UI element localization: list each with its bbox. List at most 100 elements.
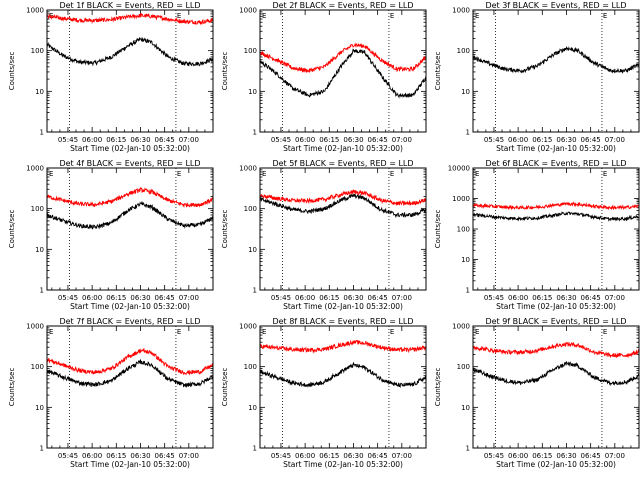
x-tick-label: 05:45 — [58, 452, 78, 460]
x-tick-label: 06:00 — [508, 136, 528, 144]
x-tick-label: 06:45 — [155, 452, 175, 460]
panel-det-5f: Det 5f BLACK = Events, RED = LLD Counts/s… — [221, 159, 427, 311]
start-marker-label: E — [475, 12, 479, 20]
x-tick-label: 06:15 — [319, 136, 339, 144]
y-tick-label: 100 — [457, 226, 470, 234]
series-line-events — [46, 358, 214, 388]
x-axis-label: Start Time (02-Jan-10 05:32:00) — [496, 144, 616, 153]
series-line-events — [259, 48, 427, 99]
x-tick-label: 06:15 — [106, 136, 126, 144]
x-tick-label: 06:00 — [508, 294, 528, 302]
y-tick-label: 10 — [248, 404, 257, 412]
series-line-events — [472, 211, 640, 222]
x-tick-label: 06:00 — [295, 294, 315, 302]
x-tick-label: 06:15 — [106, 294, 126, 302]
x-tick-label: 06:00 — [82, 136, 102, 144]
y-axis-label: Counts/sec — [221, 368, 229, 407]
plot-frame — [472, 9, 640, 133]
x-tick-label: 06:30 — [556, 452, 576, 460]
y-tick-label: 100 — [457, 47, 470, 55]
x-tick-label: 07:00 — [392, 136, 412, 144]
end-marker-label: E — [603, 12, 607, 20]
x-tick-label: 06:45 — [581, 136, 601, 144]
y-tick-label: 10 — [35, 88, 44, 96]
y-tick-label: 100 — [244, 363, 257, 371]
y-tick-label: 10 — [461, 88, 470, 96]
y-tick-label: 100 — [31, 205, 44, 213]
plot-frame — [46, 167, 214, 291]
end-marker-label: E — [603, 328, 607, 336]
x-tick-label: 05:45 — [58, 294, 78, 302]
start-marker-label: E — [49, 12, 53, 20]
panel-det-6f: Det 6f BLACK = Events, RED = LLD Counts/s… — [434, 159, 640, 311]
x-axis-label: Start Time (02-Jan-10 05:32:00) — [70, 144, 190, 153]
x-tick-label: 06:15 — [532, 294, 552, 302]
x-tick-label: 06:00 — [295, 136, 315, 144]
x-tick-label: 05:45 — [271, 452, 291, 460]
x-tick-label: 06:30 — [130, 294, 150, 302]
x-tick-label: 06:30 — [343, 452, 363, 460]
panel-det-8f: Det 8f BLACK = Events, RED = LLD Counts/s… — [221, 317, 427, 469]
x-axis-label: Start Time (02-Jan-10 05:32:00) — [70, 460, 190, 469]
y-tick-label: 100 — [244, 205, 257, 213]
series-line-lld — [259, 42, 427, 74]
start-marker-label: E — [49, 170, 53, 178]
plot-frame — [472, 167, 640, 291]
series-line-events — [259, 193, 427, 219]
y-tick-label: 1000 — [239, 323, 257, 331]
panel-title: Det 3f BLACK = Events, RED = LLD — [485, 1, 626, 10]
y-tick-label: 100 — [244, 47, 257, 55]
x-tick-label: 06:30 — [343, 294, 363, 302]
y-tick-label: 100 — [31, 47, 44, 55]
x-tick-label: 06:30 — [130, 136, 150, 144]
panel-title: Det 5f BLACK = Events, RED = LLD — [272, 159, 413, 168]
x-tick-label: 06:00 — [82, 294, 102, 302]
y-tick-label: 1 — [40, 287, 44, 295]
y-tick-label: 1000 — [26, 323, 44, 331]
x-axis-label: Start Time (02-Jan-10 05:32:00) — [496, 460, 616, 469]
series-line-events — [472, 360, 640, 387]
x-tick-label: 05:45 — [484, 294, 504, 302]
x-tick-label: 06:00 — [295, 452, 315, 460]
end-marker-label: E — [390, 328, 394, 336]
panel-det-1f: Det 1f BLACK = Events, RED = LLD Counts/s… — [8, 1, 214, 153]
y-tick-label: 10000 — [448, 165, 470, 173]
series-line-lld — [472, 341, 640, 359]
y-axis-label: Counts/sec — [221, 52, 229, 91]
x-axis-label: Start Time (02-Jan-10 05:32:00) — [283, 144, 403, 153]
plot-frame — [46, 325, 214, 449]
panel-title: Det 6f BLACK = Events, RED = LLD — [485, 159, 626, 168]
x-tick-label: 05:45 — [484, 136, 504, 144]
y-tick-label: 10 — [461, 404, 470, 412]
y-tick-label: 10 — [248, 88, 257, 96]
y-tick-label: 1000 — [452, 195, 470, 203]
y-tick-label: 1 — [253, 129, 257, 137]
x-tick-label: 06:45 — [581, 294, 601, 302]
y-tick-label: 1 — [253, 445, 257, 453]
start-marker-label: E — [262, 170, 266, 178]
x-axis-label: Start Time (02-Jan-10 05:32:00) — [283, 460, 403, 469]
x-tick-label: 06:45 — [155, 294, 175, 302]
y-axis-label: Counts/sec — [434, 368, 442, 407]
x-tick-label: 05:45 — [58, 136, 78, 144]
panel-det-2f: Det 2f BLACK = Events, RED = LLD Counts/s… — [221, 1, 427, 153]
x-axis-label: Start Time (02-Jan-10 05:32:00) — [496, 302, 616, 311]
x-tick-label: 05:45 — [484, 452, 504, 460]
y-tick-label: 1000 — [452, 7, 470, 15]
series-line-lld — [472, 201, 640, 211]
x-tick-label: 07:00 — [605, 294, 625, 302]
plot-frame — [472, 325, 640, 449]
y-tick-label: 1 — [466, 445, 470, 453]
y-axis-label: Counts/sec — [434, 52, 442, 91]
start-marker-label: E — [475, 170, 479, 178]
plot-frame — [259, 325, 427, 449]
series-line-lld — [46, 186, 214, 208]
y-tick-label: 10 — [35, 404, 44, 412]
y-tick-label: 10 — [248, 246, 257, 254]
x-tick-label: 07:00 — [179, 136, 199, 144]
series-line-events — [259, 361, 427, 389]
x-tick-label: 06:45 — [368, 452, 388, 460]
y-tick-label: 1 — [466, 287, 470, 295]
y-tick-label: 1000 — [239, 7, 257, 15]
series-line-events — [472, 46, 640, 74]
